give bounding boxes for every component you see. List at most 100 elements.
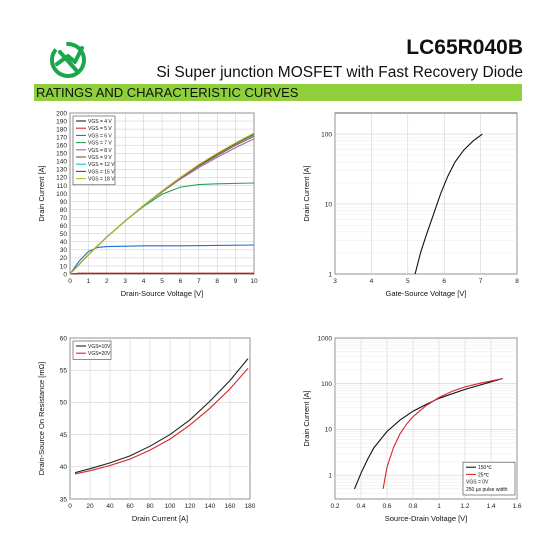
diode-y-axis-label: Drain Current [A] <box>302 390 311 446</box>
output-legend-label: VGS = 5 V <box>88 126 112 132</box>
output-y-tick-label: 60 <box>60 223 68 230</box>
output-x-tick-label: 6 <box>179 278 183 285</box>
transfer-series-line-0 <box>414 133 483 275</box>
output-x-tick-label: 4 <box>142 278 146 285</box>
rdson-series-line-1 <box>74 367 249 475</box>
transfer-y-tick-label: 1 <box>328 271 332 278</box>
rdson-x-tick-label: 0 <box>68 503 72 510</box>
device-subtitle: Si Super junction MOSFET with Fast Recov… <box>156 64 523 81</box>
diode-x-tick-label: 1.6 <box>512 503 521 510</box>
diode-series-line-0 <box>353 377 503 490</box>
diode-x-axis-label: Source-Drain Voltage [V] <box>385 514 468 523</box>
output-y-tick-label: 30 <box>60 247 68 254</box>
output-y-tick-label: 100 <box>56 191 67 198</box>
output-x-axis-label: Drain-Source Voltage [V] <box>121 289 204 298</box>
rdson-x-axis-label: Drain Current [A] <box>132 514 188 523</box>
rdson-y-tick-label: 40 <box>60 464 68 471</box>
output-y-tick-label: 10 <box>60 263 68 270</box>
transfer-y-tick-label: 100 <box>321 131 332 138</box>
output-y-tick-label: 180 <box>56 126 67 133</box>
diode-x-tick-label: 1.4 <box>486 503 495 510</box>
rdson-y-axis-label: Drain-Source On Resistance [mΩ] <box>37 362 46 476</box>
output-x-tick-label: 10 <box>250 278 258 285</box>
diode-x-tick-label: 1.2 <box>460 503 469 510</box>
diode-x-tick-label: 1 <box>437 503 441 510</box>
diode-y-tick-label: 10 <box>325 427 333 434</box>
output-y-tick-label: 90 <box>60 199 68 206</box>
output-x-tick-label: 1 <box>87 278 91 285</box>
output-y-tick-label: 70 <box>60 215 68 222</box>
output-y-tick-label: 20 <box>60 255 68 262</box>
output-legend-label: VGS = 8 V <box>88 148 112 154</box>
transfer-x-tick-label: 7 <box>479 278 483 285</box>
rdson-x-tick-label: 100 <box>165 503 176 510</box>
output-x-tick-label: 5 <box>160 278 164 285</box>
rdson-x-tick-label: 140 <box>205 503 216 510</box>
diode-legend-note: 250 µs pulse width <box>466 487 508 493</box>
output-y-tick-label: 50 <box>60 231 68 238</box>
output-x-tick-label: 7 <box>197 278 201 285</box>
diode-x-tick-label: 0.4 <box>356 503 365 510</box>
diode-legend-label: 150℃ <box>478 465 492 471</box>
rdson-series-line-0 <box>74 358 249 474</box>
output-y-tick-label: 150 <box>56 151 67 158</box>
output-series-line-1 <box>69 272 254 275</box>
diode-x-tick-label: 0.8 <box>408 503 417 510</box>
output-y-tick-label: 140 <box>56 159 67 166</box>
output-series-line-2 <box>69 244 255 275</box>
diode-series-line-1 <box>382 377 503 489</box>
transfer-x-tick-label: 4 <box>370 278 374 285</box>
rdson-x-tick-label: 20 <box>86 503 94 510</box>
transfer-y-tick-label: 10 <box>325 201 333 208</box>
section-title: RATINGS AND CHARACTERISTIC CURVES <box>36 85 299 100</box>
rdson-x-tick-label: 40 <box>106 503 114 510</box>
output-y-tick-label: 120 <box>56 175 67 182</box>
brand-logo <box>50 42 86 78</box>
transfer-x-tick-label: 5 <box>406 278 410 285</box>
output-y-tick-label: 130 <box>56 167 67 174</box>
output-legend-label: VGS = 4 V <box>88 119 112 125</box>
transfer-x-axis-label: Gate-Source Voltage [V] <box>386 289 467 298</box>
output-y-tick-label: 0 <box>63 271 67 278</box>
rdson-y-tick-label: 60 <box>60 335 68 342</box>
output-series-line-8 <box>69 132 255 275</box>
diode-y-tick-label: 1000 <box>318 335 333 342</box>
diode-x-tick-label: 0.2 <box>330 503 339 510</box>
output-legend-label: VGS = 9 V <box>88 155 112 161</box>
rdson-x-tick-label: 120 <box>185 503 196 510</box>
transfer-x-tick-label: 3 <box>333 278 337 285</box>
rdson-y-tick-label: 50 <box>60 400 68 407</box>
output-y-axis-label: Drain Current [A] <box>37 165 46 221</box>
diode-x-tick-label: 0.6 <box>382 503 391 510</box>
output-x-tick-label: 8 <box>215 278 219 285</box>
rdson-legend-label: VGS=20V <box>88 351 111 357</box>
output-legend-label: VGS = 6 V <box>88 133 112 139</box>
output-legend-label: VGS = 7 V <box>88 141 112 147</box>
output-y-tick-label: 80 <box>60 207 68 214</box>
transfer-x-tick-label: 6 <box>442 278 446 285</box>
transfer-plot-frame <box>334 112 518 275</box>
rdson-x-tick-label: 180 <box>245 503 256 510</box>
rdson-x-tick-label: 60 <box>126 503 134 510</box>
output-legend-label: VGS = 15 V <box>88 169 115 175</box>
diode-y-tick-label: 100 <box>321 381 332 388</box>
section-banner: RATINGS AND CHARACTERISTIC CURVES <box>34 84 522 101</box>
rdson-x-tick-label: 80 <box>146 503 154 510</box>
output-legend-box <box>72 115 116 186</box>
rdson-x-tick-label: 160 <box>225 503 236 510</box>
diode-y-tick-label: 1 <box>328 472 332 479</box>
transfer-x-tick-label: 8 <box>515 278 519 285</box>
output-y-tick-label: 160 <box>56 143 67 150</box>
output-y-tick-label: 170 <box>56 134 67 141</box>
diode-legend-note: VGS = 0V <box>466 480 489 486</box>
output-y-tick-label: 110 <box>57 183 68 190</box>
diode-legend-label: 25℃ <box>478 472 490 478</box>
output-legend-label: VGS = 18 V <box>88 177 115 183</box>
output-legend-label: VGS = 12 V <box>88 162 115 168</box>
output-y-tick-label: 200 <box>56 110 67 117</box>
output-y-tick-label: 40 <box>60 239 68 246</box>
output-x-tick-label: 9 <box>234 278 238 285</box>
output-y-tick-label: 190 <box>56 118 67 125</box>
rdson-y-tick-label: 55 <box>60 368 68 375</box>
